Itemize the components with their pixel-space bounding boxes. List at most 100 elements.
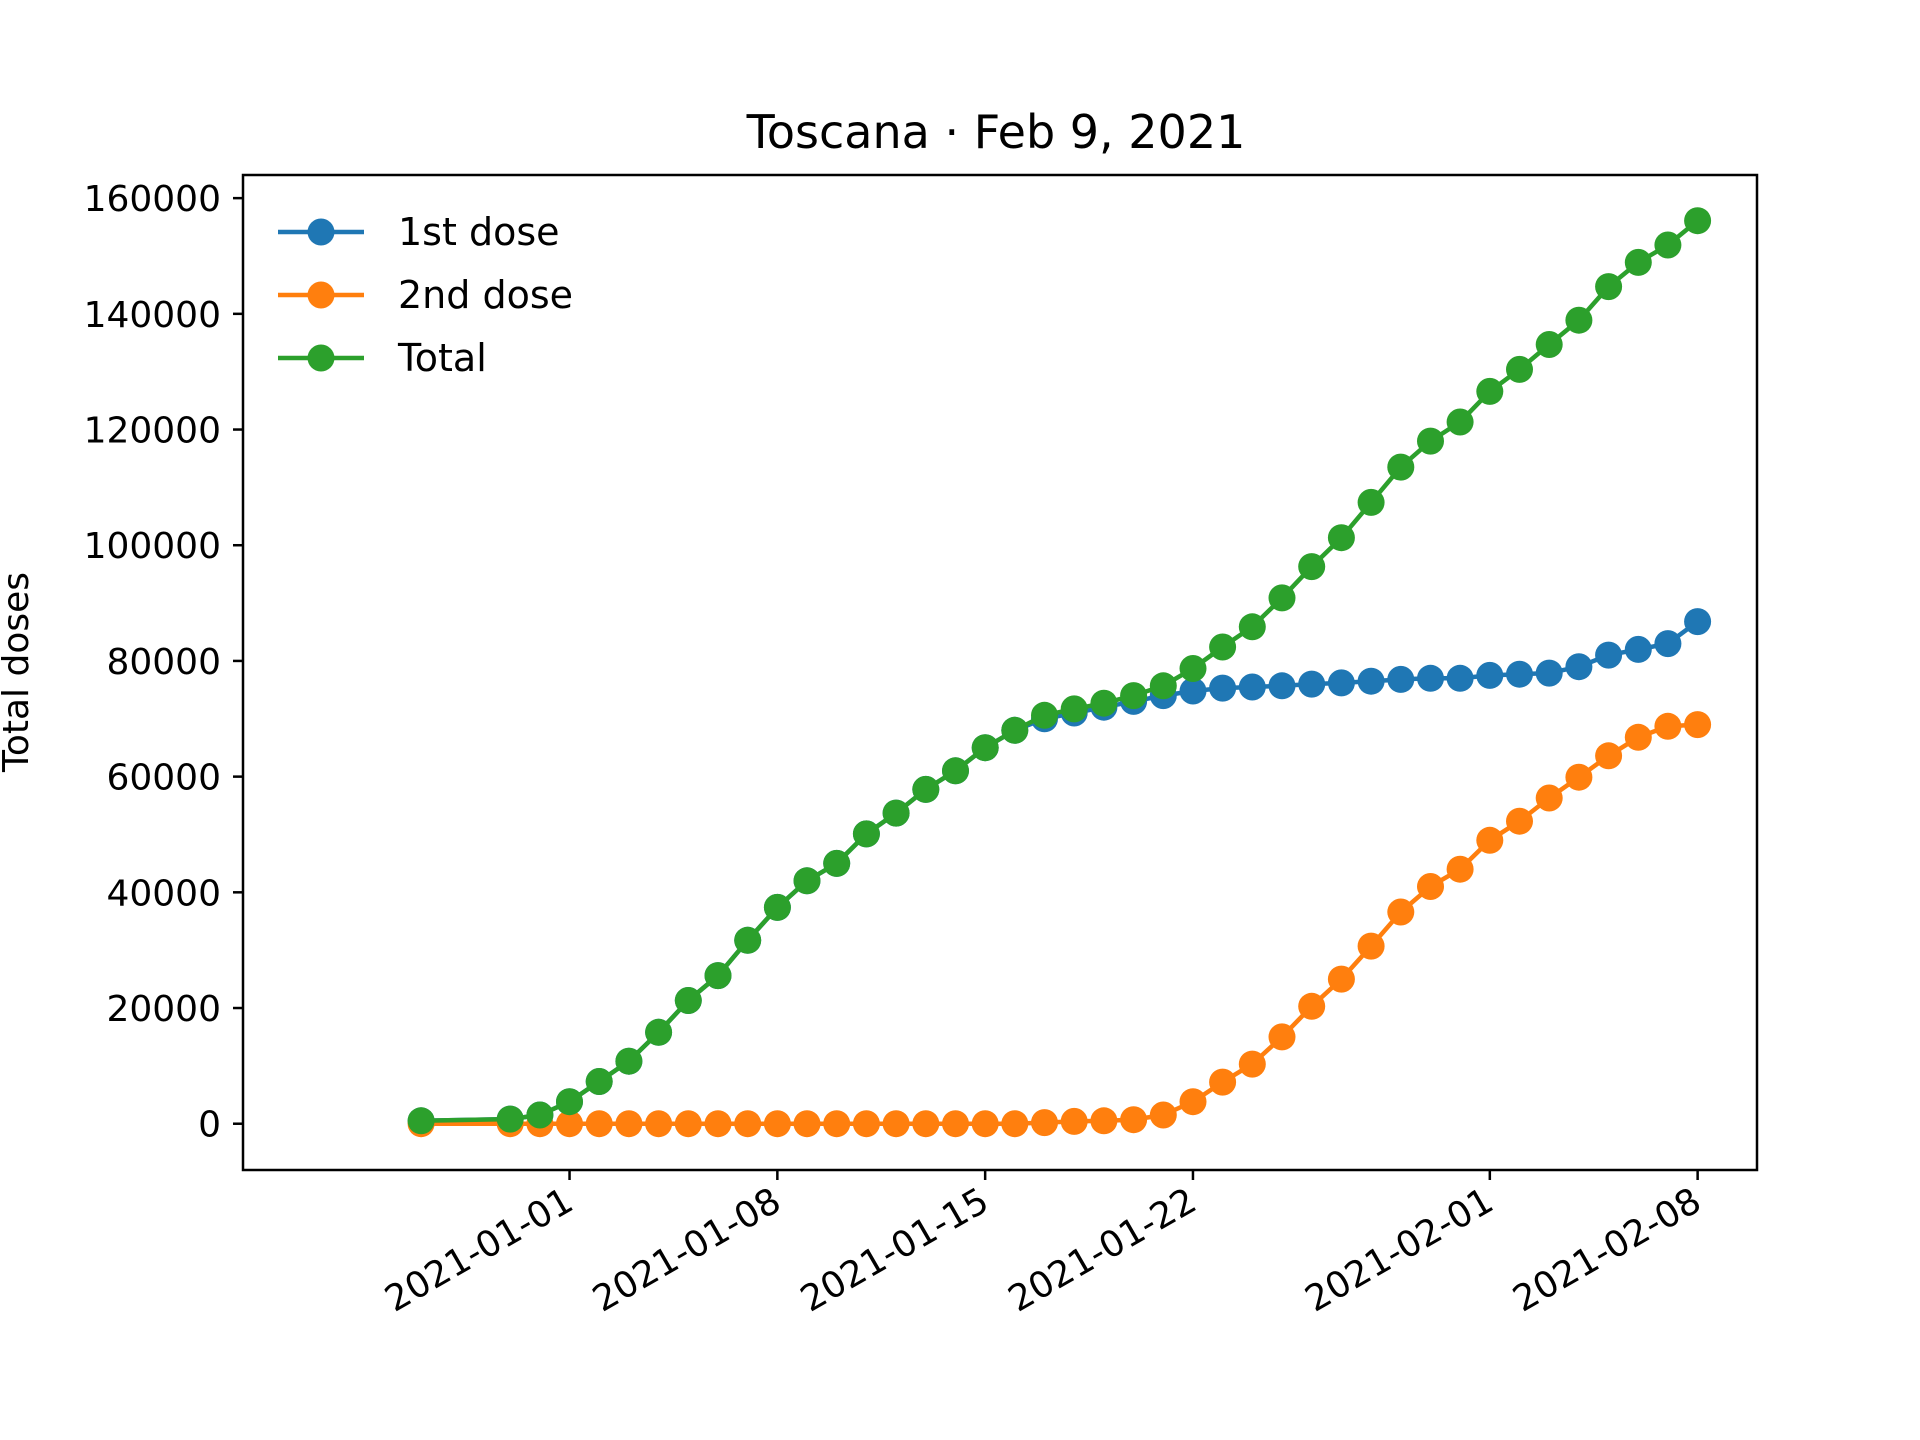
data-point [1149,1101,1177,1129]
legend-marker [307,281,335,309]
legend-marker [307,344,335,372]
data-point [1268,584,1296,612]
data-point [734,1110,762,1138]
data-point [1298,992,1326,1020]
data-point [1120,682,1148,710]
legend-label: 2nd dose [398,273,573,317]
data-point [1476,377,1504,405]
data-point [971,1110,999,1138]
data-point [556,1088,583,1116]
data-point [1090,1107,1118,1135]
legend-label: 1st dose [398,210,560,254]
data-point [942,1110,969,1138]
y-tick-label: 0 [198,1105,221,1146]
data-point [1327,965,1355,993]
data-point [1654,630,1682,658]
data-point [1446,664,1474,692]
data-point [1179,1088,1207,1116]
data-point [1268,1023,1296,1051]
chart-title: Toscana · Feb 9, 2021 [746,105,1246,159]
y-axis-label: Total doses [0,572,37,773]
data-point [1327,669,1355,697]
legend-item: Total [278,336,487,380]
data-point [674,1110,702,1138]
y-tick-label: 80000 [106,642,221,683]
data-point [1624,723,1652,751]
data-point [585,1068,613,1095]
data-point [1684,608,1712,636]
data-point [1446,855,1474,883]
data-point [1565,653,1593,681]
data-point [1327,524,1355,552]
data-point [1417,427,1444,455]
data-point [645,1110,673,1138]
data-point [585,1110,613,1138]
data-point [615,1047,643,1075]
legend-marker [307,218,335,246]
y-tick-label: 40000 [106,873,221,914]
data-point [852,1110,880,1138]
data-point [674,987,702,1014]
legend: 1st dose 2nd dose Total [278,210,573,380]
data-point [1179,677,1207,705]
y-tick-label: 100000 [84,526,221,567]
data-point [1535,331,1563,358]
data-point [704,962,732,990]
y-tick-label: 140000 [84,295,221,336]
data-point [1684,711,1712,739]
data-point [1476,826,1504,854]
data-point [1031,1109,1058,1137]
data-point [1149,672,1177,700]
data-point [1238,1050,1266,1078]
data-point [526,1101,554,1129]
data-point [1446,408,1474,436]
data-point [823,1110,851,1138]
y-tick-label: 60000 [106,758,221,799]
y-tick-label: 120000 [84,411,221,452]
data-point [1506,660,1533,688]
data-point [1506,807,1533,835]
data-point [852,820,880,848]
data-point [1684,207,1712,235]
data-point [1357,667,1385,695]
data-point [1031,701,1058,729]
data-point [1387,898,1415,926]
series-total [407,207,1712,1135]
data-point [1209,633,1237,661]
data-point [1090,689,1118,717]
data-point [1595,742,1623,770]
data-point [882,799,910,827]
data-point [912,775,940,803]
data-point [1357,932,1385,960]
data-point [1624,635,1652,663]
data-point [1238,673,1266,701]
data-point [496,1105,524,1133]
data-point [1209,1068,1237,1096]
y-tick-label: 20000 [106,989,221,1030]
data-point [704,1110,732,1138]
data-point [1060,695,1088,723]
data-point [734,926,762,954]
data-point [1268,672,1296,700]
data-point [1535,784,1563,812]
legend-item: 1st dose [278,210,560,254]
data-point [1298,553,1326,581]
data-point [823,849,851,877]
data-point [1595,273,1623,301]
data-point [763,893,791,921]
data-point [1535,659,1563,687]
data-point [1298,670,1326,698]
data-point [882,1110,910,1138]
data-point [1565,306,1593,334]
data-point [793,1110,821,1138]
data-point [1001,1110,1029,1138]
data-point [912,1110,940,1138]
data-point [793,867,821,895]
data-point [1595,641,1623,669]
data-point [1387,453,1415,481]
data-point [1387,665,1415,693]
data-point [1060,1107,1088,1135]
data-point [1179,655,1207,682]
legend-label: Total [397,336,487,380]
